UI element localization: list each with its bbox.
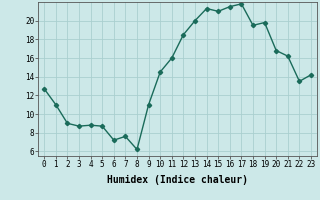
X-axis label: Humidex (Indice chaleur): Humidex (Indice chaleur) (107, 175, 248, 185)
